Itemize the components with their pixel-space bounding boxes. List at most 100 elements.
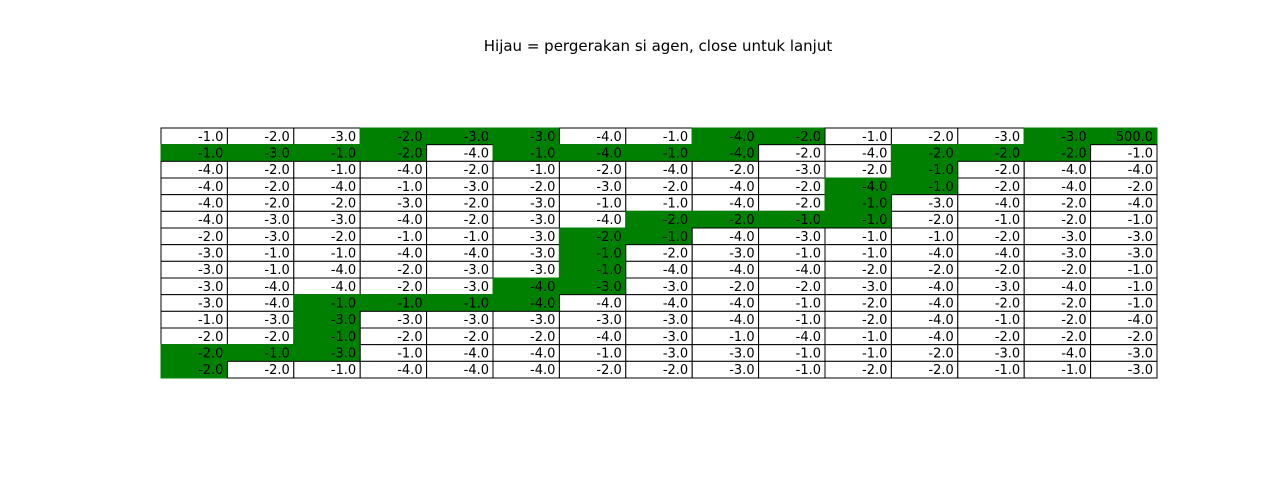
cell-value: -2.0 <box>862 313 887 328</box>
cell-value: -4.0 <box>464 247 489 262</box>
cell-value: -1.0 <box>1061 363 1086 378</box>
cell-value: -2.0 <box>198 363 223 378</box>
cell-value: -3.0 <box>1061 130 1086 145</box>
cell-value: -1.0 <box>331 330 356 345</box>
cell-value: -1.0 <box>1128 213 1153 228</box>
cell-value: -4.0 <box>397 213 422 228</box>
cell-value: -2.0 <box>928 347 953 362</box>
cell-value: -2.0 <box>397 263 422 278</box>
cell-value: -4.0 <box>397 163 422 178</box>
cell-value: -3.0 <box>198 247 223 262</box>
cell-value: -3.0 <box>464 130 489 145</box>
cell-value: -1.0 <box>264 263 289 278</box>
cell-value: -1.0 <box>862 230 887 245</box>
cell-value: -3.0 <box>1061 230 1086 245</box>
cell-value: -2.0 <box>464 330 489 345</box>
cell-value: -3.0 <box>530 213 555 228</box>
cell-value: -2.0 <box>464 213 489 228</box>
cell-value: -2.0 <box>397 330 422 345</box>
cell-value: -1.0 <box>397 180 422 195</box>
cell-value: -4.0 <box>530 297 555 312</box>
cell-value: -4.0 <box>530 363 555 378</box>
cell-value: -2.0 <box>397 130 422 145</box>
cell-value: -2.0 <box>928 263 953 278</box>
cell-value: -2.0 <box>264 130 289 145</box>
cell-value: -1.0 <box>995 313 1020 328</box>
cell-value: -4.0 <box>264 297 289 312</box>
cell-value: -4.0 <box>198 213 223 228</box>
cell-value: -4.0 <box>198 180 223 195</box>
cell-value: -2.0 <box>1128 180 1153 195</box>
cell-value: -1.0 <box>264 247 289 262</box>
cell-value: -3.0 <box>1128 230 1153 245</box>
cell-value: -2.0 <box>264 197 289 212</box>
cell-value: -1.0 <box>862 197 887 212</box>
table-cell <box>1090 360 1158 379</box>
cell-value: -3.0 <box>995 130 1020 145</box>
cell-value: -3.0 <box>796 230 821 245</box>
cell-value: -2.0 <box>729 163 754 178</box>
cell-value: -1.0 <box>663 147 688 162</box>
cell-value: -1.0 <box>796 247 821 262</box>
cell-value: -3.0 <box>331 347 356 362</box>
cell-value: -1.0 <box>464 297 489 312</box>
cell-value: -2.0 <box>464 163 489 178</box>
cell-value: -3.0 <box>264 313 289 328</box>
cell-value: -1.0 <box>331 297 356 312</box>
cell-value: -1.0 <box>1128 297 1153 312</box>
cell-value: -1.0 <box>663 230 688 245</box>
cell-value: -1.0 <box>331 247 356 262</box>
cell-value: -3.0 <box>928 197 953 212</box>
cell-value: -3.0 <box>264 213 289 228</box>
cell-value: -1.0 <box>1128 280 1153 295</box>
cell-value: -2.0 <box>397 147 422 162</box>
cell-value: -3.0 <box>397 197 422 212</box>
cell-value: -3.0 <box>995 347 1020 362</box>
cell-value: -1.0 <box>862 130 887 145</box>
cell-value: -1.0 <box>198 147 223 162</box>
cell-value: -4.0 <box>464 363 489 378</box>
cell-value: -2.0 <box>1061 297 1086 312</box>
cell-value: -2.0 <box>198 347 223 362</box>
cell-value: -2.0 <box>862 363 887 378</box>
cell-value: -2.0 <box>928 363 953 378</box>
cell-value: -1.0 <box>995 363 1020 378</box>
cell-value: -4.0 <box>663 163 688 178</box>
cell-value: -3.0 <box>331 213 356 228</box>
cell-value: -2.0 <box>995 180 1020 195</box>
cell-value: -1.0 <box>796 313 821 328</box>
cell-value: -3.0 <box>663 347 688 362</box>
cell-value: -2.0 <box>796 147 821 162</box>
cell-value: -3.0 <box>1128 247 1153 262</box>
cell-value: -2.0 <box>862 297 887 312</box>
cell-value: -3.0 <box>1128 363 1153 378</box>
cell-value: -4.0 <box>928 297 953 312</box>
cell-value: -3.0 <box>331 313 356 328</box>
cell-value: -2.0 <box>729 280 754 295</box>
cell-value: -3.0 <box>198 263 223 278</box>
cell-value: -1.0 <box>928 230 953 245</box>
cell-value: -2.0 <box>862 163 887 178</box>
cell-value: -1.0 <box>530 147 555 162</box>
cell-value: -4.0 <box>928 313 953 328</box>
cell-value: -4.0 <box>796 263 821 278</box>
cell-value: -3.0 <box>264 230 289 245</box>
cell-value: -1.0 <box>198 313 223 328</box>
cell-value: -1.0 <box>464 230 489 245</box>
cell-value: -4.0 <box>1061 347 1086 362</box>
cell-value: -1.0 <box>331 163 356 178</box>
cell-value: -2.0 <box>928 213 953 228</box>
cell-value: -2.0 <box>663 363 688 378</box>
cell-value: -1.0 <box>862 213 887 228</box>
cell-value: -2.0 <box>1061 313 1086 328</box>
cell-value: -4.0 <box>397 247 422 262</box>
cell-value: -4.0 <box>264 280 289 295</box>
cell-value: -2.0 <box>264 163 289 178</box>
cell-value: -3.0 <box>331 130 356 145</box>
cell-value: -4.0 <box>530 280 555 295</box>
cell-value: -4.0 <box>729 313 754 328</box>
cell-value: -2.0 <box>1061 263 1086 278</box>
cell-value: -3.0 <box>729 347 754 362</box>
cell-value: -3.0 <box>862 280 887 295</box>
